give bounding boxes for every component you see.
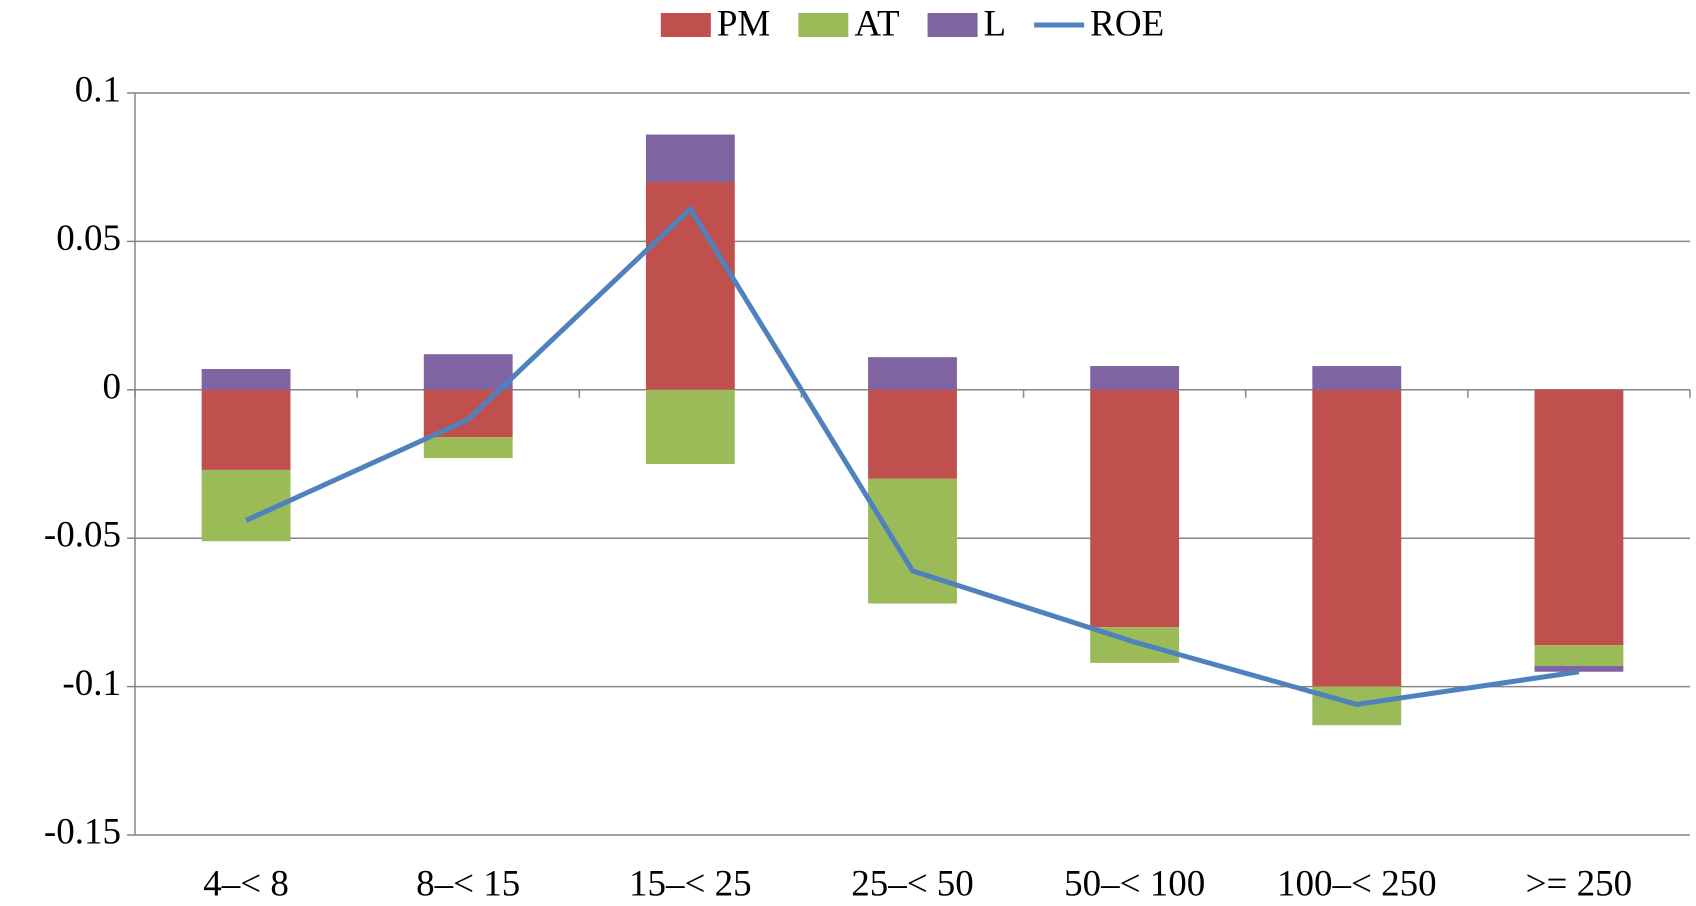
y-tick-label: -0.05 — [44, 515, 121, 556]
y-tick-label: 0.05 — [56, 218, 121, 259]
bar-segment — [1312, 366, 1402, 390]
y-tick-label: 0.1 — [75, 69, 121, 110]
y-tick-label: 0 — [103, 366, 122, 407]
bar-segment — [423, 389, 513, 438]
legend-swatch — [660, 13, 711, 37]
x-tick-label: 8–< 15 — [416, 863, 520, 904]
bar-segment — [1090, 366, 1180, 390]
x-tick-label: 25–< 50 — [851, 863, 974, 904]
legend-swatch — [927, 13, 978, 37]
legend: PM AT L ROE — [660, 3, 1164, 44]
legend-label: AT — [854, 3, 899, 44]
legend-label: ROE — [1090, 3, 1164, 44]
legend-label: L — [984, 3, 1007, 44]
x-tick-label: 4–< 8 — [203, 863, 289, 904]
bar-segment — [1534, 665, 1624, 672]
bar-segment — [423, 354, 513, 390]
bar-segment — [645, 134, 735, 183]
line — [245, 206, 1580, 707]
bar-segment — [868, 389, 957, 479]
x-tick-label: 100–< 250 — [1277, 863, 1437, 904]
bar-segment — [423, 437, 513, 459]
bar-segment — [1534, 645, 1624, 666]
legend-label: PM — [717, 3, 770, 44]
bar-segment — [1090, 389, 1180, 628]
bar-segment — [868, 478, 957, 604]
bar-segment — [645, 389, 735, 464]
bar-segment — [868, 357, 957, 390]
x-tick-label: 15–< 25 — [629, 863, 752, 904]
bar-segment — [201, 389, 291, 470]
bar-segment — [1312, 389, 1402, 687]
bar-segment — [201, 369, 291, 390]
x-tick-label: >= 250 — [1526, 863, 1632, 904]
x-tick-label: 50–< 100 — [1064, 863, 1205, 904]
bar-segment — [645, 182, 735, 390]
y-tick-label: -0.15 — [44, 811, 121, 852]
bar-segment — [1534, 389, 1624, 646]
y-tick-label: -0.1 — [62, 663, 121, 704]
legend-swatch — [798, 13, 849, 37]
